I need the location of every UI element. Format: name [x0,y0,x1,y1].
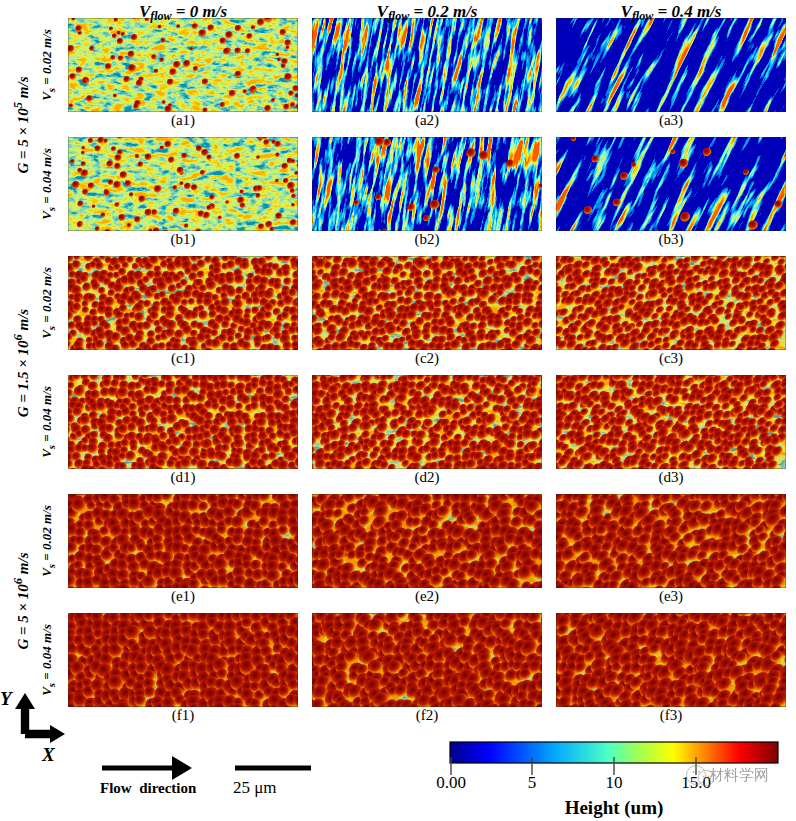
svg-text:X: X [41,744,56,765]
svg-text:Y: Y [0,688,14,709]
